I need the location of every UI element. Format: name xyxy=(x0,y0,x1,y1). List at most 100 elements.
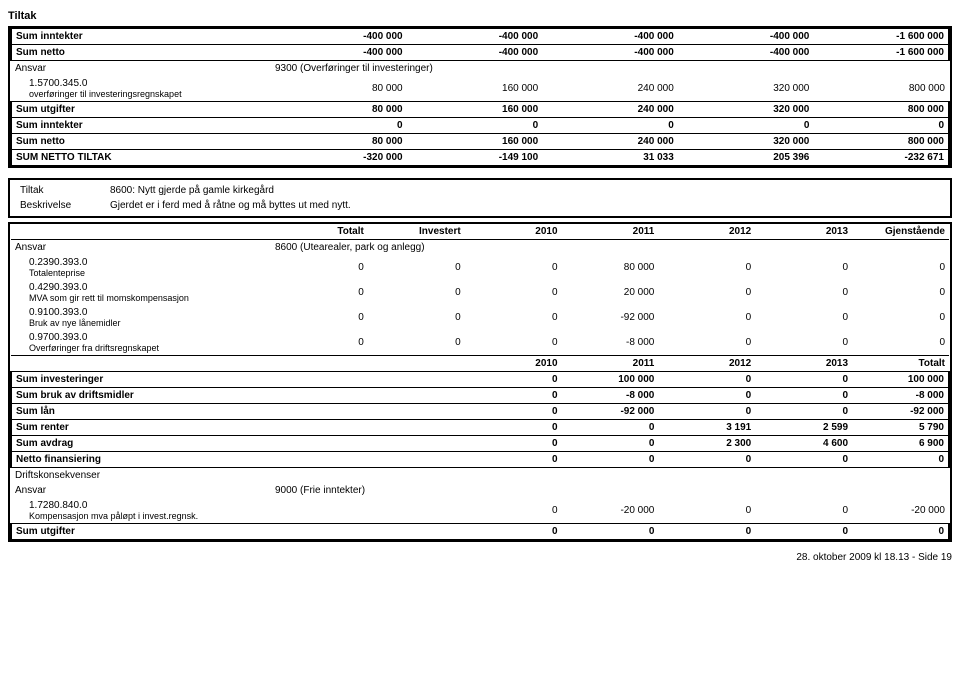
cell: 0 xyxy=(465,498,562,524)
tiltak-table: Tiltak 8600: Nytt gjerde på gamle kirkeg… xyxy=(16,183,944,213)
cell: -20 000 xyxy=(562,498,659,524)
tiltak-row: Tiltak 8600: Nytt gjerde på gamle kirkeg… xyxy=(16,183,944,198)
cell: 320 000 xyxy=(678,102,814,118)
cell: 80 000 xyxy=(271,76,407,102)
cell: 0 xyxy=(271,118,407,134)
tiltak-label: Tiltak xyxy=(16,183,106,198)
sum-row: Sum renter 0 0 3 191 2 599 5 790 xyxy=(11,420,949,436)
cell: 0 xyxy=(465,388,562,404)
data-row: 0.2390.393.0 Totalenteprise 0 0 0 80 000… xyxy=(11,255,949,280)
cell: 0 xyxy=(542,118,678,134)
label: Sum renter xyxy=(11,420,271,436)
cell: -400 000 xyxy=(407,45,543,61)
row-driftskonsekvenser: Driftskonsekvenser xyxy=(11,468,949,484)
hdr: 2011 xyxy=(562,356,659,372)
sum-row: Sum investeringer 0 100 000 0 0 100 000 xyxy=(11,372,949,388)
tiltak-value: 8600: Nytt gjerde på gamle kirkegård xyxy=(106,183,944,198)
cell: -320 000 xyxy=(271,150,407,166)
cell: 0 xyxy=(852,452,949,468)
hdr: 2012 xyxy=(658,356,755,372)
line-label: 1.7280.840.0 Kompensasjon mva påløpt i i… xyxy=(11,498,271,524)
cell: 0 xyxy=(755,255,852,280)
cell: 0 xyxy=(465,372,562,388)
cell: 100 000 xyxy=(852,372,949,388)
hdr: Totalt xyxy=(271,224,368,240)
cell: 800 000 xyxy=(813,76,949,102)
upper-table: Sum inntekter -400 000 -400 000 -400 000… xyxy=(10,28,950,166)
cell: 0 xyxy=(407,118,543,134)
cell: -400 000 xyxy=(542,29,678,45)
hdr: 2011 xyxy=(562,224,659,240)
cell: 0 xyxy=(465,330,562,356)
upper-table-box: Sum inntekter -400 000 -400 000 -400 000… xyxy=(8,26,952,168)
cell: 0 xyxy=(658,372,755,388)
row-sum-utgifter-2: Sum utgifter 0 0 0 0 0 xyxy=(11,524,949,540)
cell: 80 000 xyxy=(562,255,659,280)
cell: -8 000 xyxy=(562,330,659,356)
cell: 0 xyxy=(813,118,949,134)
line-desc: Totalenteprise xyxy=(15,268,267,278)
header-row-years: 2010 2011 2012 2013 Totalt xyxy=(11,356,949,372)
cell: 160 000 xyxy=(407,134,543,150)
row-sum-inntekter-2: Sum inntekter 0 0 0 0 0 xyxy=(11,118,949,134)
cell: 0 xyxy=(658,305,755,330)
cell: 0 xyxy=(755,404,852,420)
cell: -400 000 xyxy=(271,29,407,45)
cell: 800 000 xyxy=(813,102,949,118)
line-desc: overføringer til investeringsregnskapet xyxy=(15,89,267,99)
cell: 800 000 xyxy=(813,134,949,150)
label: Sum netto xyxy=(11,45,271,61)
cell: -149 100 xyxy=(407,150,543,166)
row-ansvar: Ansvar 9300 (Overføringer til investerin… xyxy=(11,61,949,77)
label: Sum avdrag xyxy=(11,436,271,452)
cell: 0 xyxy=(755,524,852,540)
cell: 0 xyxy=(755,452,852,468)
cell: 240 000 xyxy=(542,76,678,102)
label: Netto finansiering xyxy=(11,452,271,468)
cell: 0 xyxy=(465,255,562,280)
line-code: 0.9700.393.0 xyxy=(15,332,267,343)
line-code: 1.7280.840.0 xyxy=(15,500,267,511)
label: Sum inntekter xyxy=(11,29,271,45)
data-row: 0.9700.393.0 Overføringer fra driftsregn… xyxy=(11,330,949,356)
data-row: 0.4290.393.0 MVA som gir rett til momsko… xyxy=(11,280,949,305)
hdr: 2010 xyxy=(465,356,562,372)
ansvar-value: 8600 (Utearealer, park og anlegg) xyxy=(271,240,949,256)
line-label: 1.5700.345.0 overføringer til investerin… xyxy=(11,76,271,102)
label: Sum bruk av driftsmidler xyxy=(11,388,271,404)
cell: 0 xyxy=(852,305,949,330)
cell: -232 671 xyxy=(813,150,949,166)
cell: 205 396 xyxy=(678,150,814,166)
data-row: 0.9100.393.0 Bruk av nye lånemidler 0 0 … xyxy=(11,305,949,330)
cell: -92 000 xyxy=(562,404,659,420)
beskrivelse-value: Gjerdet er i ferd med å råtne og må bytt… xyxy=(106,198,944,213)
ansvar-value: 9300 (Overføringer til investeringer) xyxy=(271,61,949,77)
cell: 0 xyxy=(658,255,755,280)
lower-table: Totalt Investert 2010 2011 2012 2013 Gje… xyxy=(10,224,950,540)
hdr: Gjenstående xyxy=(852,224,949,240)
row-sum-netto-2: Sum netto 80 000 160 000 240 000 320 000… xyxy=(11,134,949,150)
cell: 0 xyxy=(755,330,852,356)
cell: 0 xyxy=(852,524,949,540)
cell: 0 xyxy=(271,280,368,305)
cell: 0 xyxy=(658,330,755,356)
line-desc: Overføringer fra driftsregnskapet xyxy=(15,343,267,353)
line-code: 0.2390.393.0 xyxy=(15,257,267,268)
cell: 0 xyxy=(465,280,562,305)
cell: -400 000 xyxy=(678,29,814,45)
cell: 160 000 xyxy=(407,102,543,118)
sum-row: Netto finansiering 0 0 0 0 0 xyxy=(11,452,949,468)
cell: 0 xyxy=(755,498,852,524)
cell: 0 xyxy=(755,388,852,404)
cell: 4 600 xyxy=(755,436,852,452)
ansvar-label: Ansvar xyxy=(11,483,271,498)
cell: 0 xyxy=(368,305,465,330)
hdr: 2013 xyxy=(755,356,852,372)
cell: 0 xyxy=(465,452,562,468)
row-ansvar-2: Ansvar 8600 (Utearealer, park og anlegg) xyxy=(11,240,949,256)
hdr: Investert xyxy=(368,224,465,240)
cell: 0 xyxy=(658,388,755,404)
cell: -400 000 xyxy=(407,29,543,45)
line-label: 0.4290.393.0 MVA som gir rett til momsko… xyxy=(11,280,271,305)
cell: 0 xyxy=(368,280,465,305)
